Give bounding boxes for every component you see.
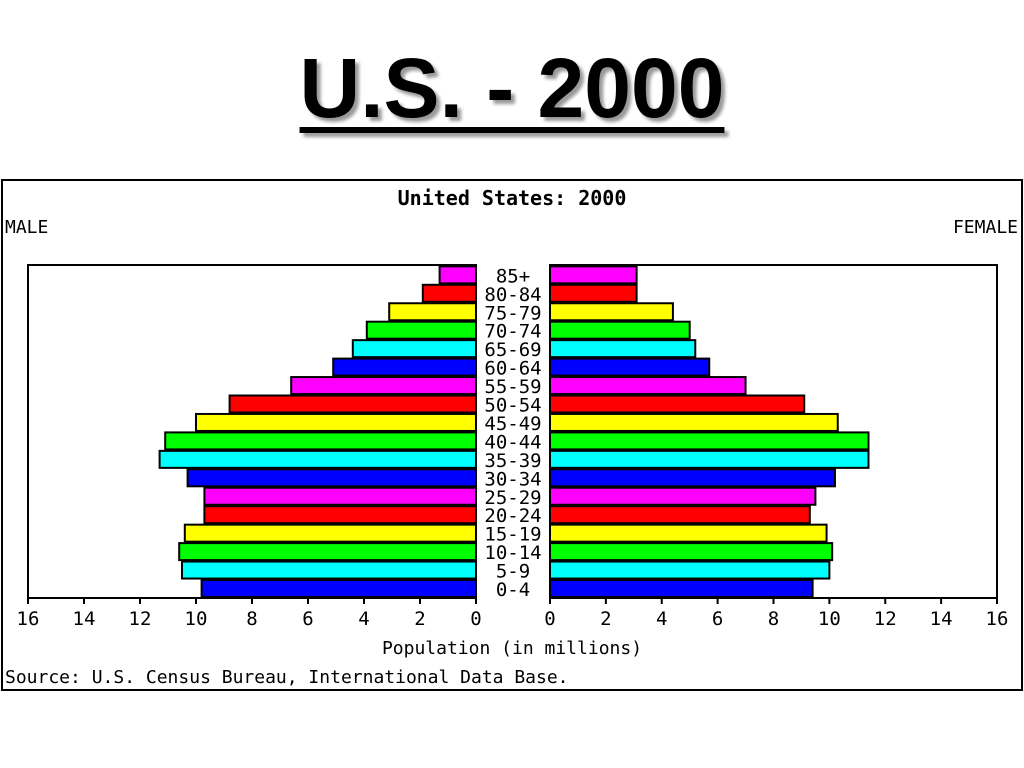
female-bar-20-24 — [549, 505, 811, 525]
female-tick-label: 8 — [768, 608, 779, 630]
male-tick-label: 12 — [129, 608, 152, 630]
female-bar-5-9 — [549, 560, 831, 580]
female-bar-45-49 — [549, 412, 839, 432]
female-tick-label: 14 — [930, 608, 953, 630]
male-tick-label: 4 — [358, 608, 369, 630]
female-bar-70-74 — [549, 320, 691, 340]
male-tick-label: 8 — [246, 608, 257, 630]
female-tick-label: 2 — [600, 608, 611, 630]
female-bar-80-84 — [549, 283, 638, 303]
male-x-axis: 16 14 12 10 8 6 4 2 0 — [17, 598, 482, 630]
female-bar-10-14 — [549, 542, 834, 562]
male-bar-85plus — [438, 265, 478, 285]
female-tick-label: 12 — [874, 608, 897, 630]
age-label-10-14: 10-14 — [484, 542, 541, 564]
age-label-40-44: 40-44 — [484, 431, 541, 453]
female-tick-label: 16 — [986, 608, 1009, 630]
age-label-60-64: 60-64 — [484, 358, 541, 380]
female-bar-85plus — [549, 265, 638, 285]
age-label-0-4: 0-4 — [496, 579, 530, 601]
female-bar-55-59 — [549, 376, 747, 396]
female-label: FEMALE — [953, 217, 1018, 238]
female-bar-30-34 — [549, 468, 836, 488]
male-bar-80-84 — [421, 283, 477, 303]
female-tick-label: 4 — [656, 608, 667, 630]
male-bars — [158, 265, 478, 598]
age-label-65-69: 65-69 — [484, 339, 541, 361]
male-tick-label: 14 — [73, 608, 96, 630]
age-label-5-9: 5-9 — [496, 561, 530, 583]
male-bar-10-14 — [178, 542, 477, 562]
male-tick-label: 10 — [185, 608, 208, 630]
male-bar-20-24 — [203, 505, 477, 525]
male-bar-60-64 — [332, 357, 478, 377]
age-label-70-74: 70-74 — [484, 321, 541, 343]
female-tick-label: 6 — [712, 608, 723, 630]
male-bar-30-34 — [186, 468, 477, 488]
age-label-35-39: 35-39 — [484, 450, 541, 472]
age-label-20-24: 20-24 — [484, 505, 541, 527]
age-label-55-59: 55-59 — [484, 376, 541, 398]
female-bar-40-44 — [549, 431, 870, 451]
female-bar-50-54 — [549, 394, 806, 414]
female-bar-60-64 — [549, 357, 711, 377]
male-bar-70-74 — [365, 320, 477, 340]
male-bar-40-44 — [164, 431, 477, 451]
female-bar-35-39 — [549, 449, 870, 469]
chart-panel: United States: 2000 MALE FEMALE 0-4 5-9 10… — [1, 179, 1023, 691]
age-label-85plus: 85+ — [496, 265, 530, 287]
male-bar-15-19 — [183, 523, 478, 543]
age-label-45-49: 45-49 — [484, 413, 541, 435]
female-bar-0-4 — [549, 579, 814, 598]
age-label-25-29: 25-29 — [484, 487, 541, 509]
female-x-axis: 0 2 4 6 8 10 12 14 16 — [544, 598, 1008, 630]
source-note: Source: U.S. Census Bureau, Internationa… — [5, 667, 569, 688]
male-bar-25-29 — [203, 486, 477, 506]
female-bars — [549, 265, 870, 598]
female-bar-65-69 — [549, 339, 697, 359]
age-label-30-34: 30-34 — [484, 468, 541, 490]
male-tick-label: 16 — [17, 608, 40, 630]
male-tick-label: 0 — [470, 608, 481, 630]
male-bar-0-4 — [200, 579, 477, 598]
age-label-75-79: 75-79 — [484, 302, 541, 324]
age-group-labels: 0-45-910-1415-1920-2425-2930-3435-3940-4… — [484, 265, 541, 601]
age-label-15-19: 15-19 — [484, 524, 541, 546]
male-bar-55-59 — [290, 376, 478, 396]
male-tick-label: 6 — [302, 608, 313, 630]
male-bar-75-79 — [388, 302, 478, 322]
x-axis-label: Population (in millions) — [382, 638, 642, 659]
age-label-50-54: 50-54 — [484, 395, 541, 417]
male-bar-65-69 — [351, 339, 477, 359]
male-bar-5-9 — [181, 560, 477, 580]
population-pyramid-chart: United States: 2000 MALE FEMALE 0-45-910… — [5, 186, 1018, 688]
chart-title: United States: 2000 — [398, 186, 627, 210]
female-tick-label: 0 — [544, 608, 555, 630]
male-bar-45-49 — [195, 412, 477, 432]
male-label: MALE — [5, 217, 48, 238]
male-bar-50-54 — [228, 394, 477, 414]
male-bar-35-39 — [158, 449, 477, 469]
female-bar-25-29 — [549, 486, 817, 506]
female-bar-75-79 — [549, 302, 674, 322]
slide-title: U.S. - 2000 — [299, 41, 725, 135]
age-label-80-84: 80-84 — [484, 284, 541, 306]
male-tick-label: 2 — [414, 608, 425, 630]
female-bar-15-19 — [549, 523, 828, 543]
female-tick-label: 10 — [818, 608, 841, 630]
